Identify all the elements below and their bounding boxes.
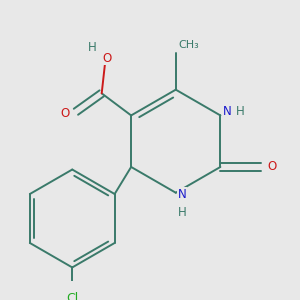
Text: O: O [267, 160, 277, 173]
Text: O: O [60, 107, 70, 120]
Text: CH₃: CH₃ [178, 40, 199, 50]
Text: N: N [223, 104, 231, 118]
Text: H: H [236, 104, 245, 118]
Text: H: H [88, 41, 97, 54]
Text: H: H [178, 206, 187, 220]
Text: Cl: Cl [66, 292, 78, 300]
Text: O: O [103, 52, 112, 65]
Text: N: N [178, 188, 187, 201]
